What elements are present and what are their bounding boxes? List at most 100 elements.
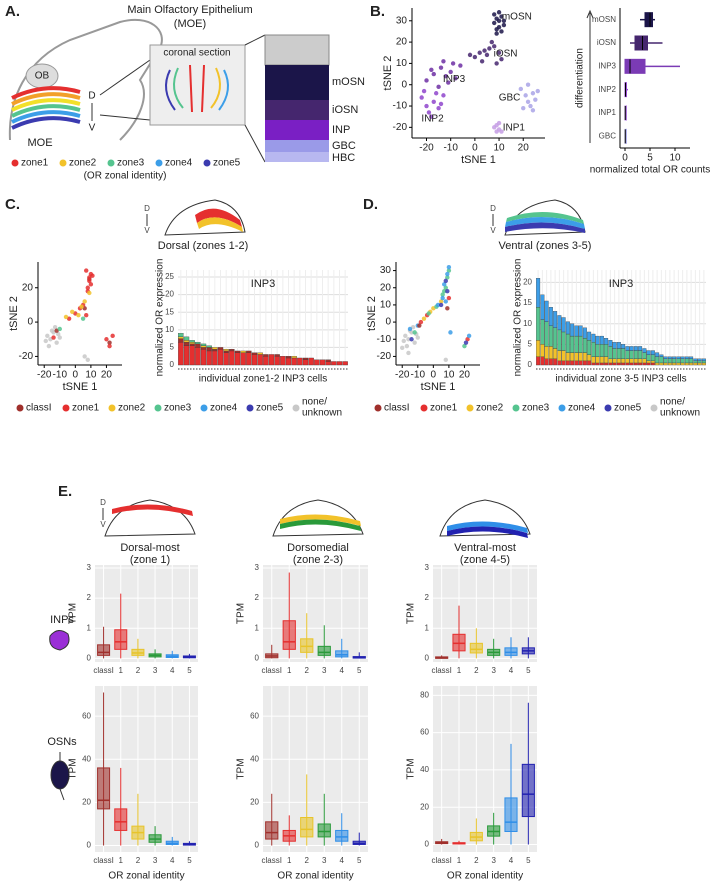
bar-segment <box>595 362 600 366</box>
bar-segment <box>570 360 575 366</box>
y-axis-label: TPM <box>406 603 417 624</box>
legend-dot <box>108 404 116 412</box>
bar-segment <box>587 340 592 355</box>
legend-dot <box>59 159 67 167</box>
legend-dot <box>11 159 19 167</box>
bar-segment <box>701 358 706 362</box>
moe-zones <box>11 86 81 130</box>
point <box>57 326 62 332</box>
bar-segment <box>342 361 348 366</box>
bar-segment <box>553 327 558 349</box>
y-tick-label: 5 <box>528 339 533 348</box>
y-tick-label: -20 <box>377 351 392 362</box>
box <box>282 620 296 650</box>
bar-segment <box>650 360 655 364</box>
bar-segment <box>642 362 647 366</box>
y-tick-label: 20 <box>22 282 34 293</box>
box <box>114 808 128 831</box>
y-axis-label: tSNE 2 <box>366 296 378 331</box>
bar-segment <box>646 360 651 364</box>
zone-shade <box>506 211 584 224</box>
label: iOSN <box>332 104 358 116</box>
x-axis-label: tSNE 1 <box>63 381 98 393</box>
point <box>487 46 492 51</box>
y-tick-label: 0 <box>255 653 260 662</box>
bar-segment <box>689 358 694 364</box>
point <box>492 12 497 17</box>
bar-segment <box>297 357 303 366</box>
y-axis-label: TPM <box>236 603 247 624</box>
box <box>469 642 483 654</box>
zone-shade <box>195 208 242 227</box>
point <box>418 319 424 325</box>
label: V <box>144 226 150 235</box>
bar-segment <box>599 335 604 345</box>
point <box>496 120 502 126</box>
bar-segment <box>548 346 553 359</box>
bar-segment <box>604 356 609 364</box>
point <box>438 299 444 304</box>
bar-segment <box>178 338 184 343</box>
y-axis-label: TPM <box>68 758 79 779</box>
point <box>56 331 61 337</box>
bar-segment <box>676 358 681 364</box>
box <box>624 58 646 74</box>
row-label: INPs <box>50 614 74 626</box>
bar-segment <box>684 358 689 364</box>
bar-segment <box>625 358 630 364</box>
bar-segment <box>195 341 201 345</box>
bar-segment <box>663 362 668 366</box>
y-tick-label: 10 <box>396 58 408 69</box>
title: Main Olfactory Epithelium <box>127 4 252 16</box>
bar-segment <box>659 354 664 357</box>
bar-segment <box>595 356 600 364</box>
legend-label: zone2 <box>118 403 146 414</box>
note: (OR zonal identity) <box>84 171 167 182</box>
x-tick-label: 2 <box>305 856 310 865</box>
y-tick-label: 20 <box>420 802 429 811</box>
bar-segment <box>553 348 558 359</box>
x-tick-label: classI <box>431 666 451 675</box>
y-tick-label: 10 <box>380 300 392 311</box>
x-tick-label: 5 <box>647 153 653 164</box>
bar-segment <box>625 362 630 366</box>
bar-segment <box>587 331 592 341</box>
box <box>452 633 466 652</box>
bar-segment <box>183 345 190 366</box>
point <box>494 61 499 66</box>
x-tick-label: 4 <box>340 666 345 675</box>
panel-bg <box>263 686 368 852</box>
y-tick-label: 0 <box>87 841 92 850</box>
x-tick-label: 2 <box>305 666 310 675</box>
connector <box>244 34 266 46</box>
point <box>46 343 52 349</box>
row-label: OSNs <box>47 736 77 748</box>
y-tick-label: 3 <box>425 563 430 572</box>
legend-label: zone2 <box>69 158 97 169</box>
x-tick-label: 2 <box>136 856 141 865</box>
bar-segment <box>553 358 558 366</box>
x-axis-label: tSNE 1 <box>461 154 496 166</box>
x-tick-label: 2 <box>136 666 141 675</box>
zone-band <box>11 110 81 124</box>
y-tick-label: 3 <box>87 563 92 572</box>
point <box>441 59 446 64</box>
bar-segment <box>206 345 212 348</box>
point <box>465 337 470 342</box>
bar-segment <box>621 358 626 364</box>
y-tick-label: -10 <box>393 101 408 112</box>
bar-segment <box>608 358 613 364</box>
legend-dot <box>203 159 211 167</box>
column-title: (zone 4-5) <box>460 554 510 566</box>
bar-segment <box>608 346 613 359</box>
point <box>445 275 450 280</box>
point <box>421 316 427 321</box>
legend-dot <box>650 404 658 412</box>
point <box>499 14 504 19</box>
point <box>43 338 48 344</box>
zone-shade <box>505 222 585 233</box>
point <box>80 316 86 321</box>
box <box>317 645 331 656</box>
point <box>421 88 427 94</box>
